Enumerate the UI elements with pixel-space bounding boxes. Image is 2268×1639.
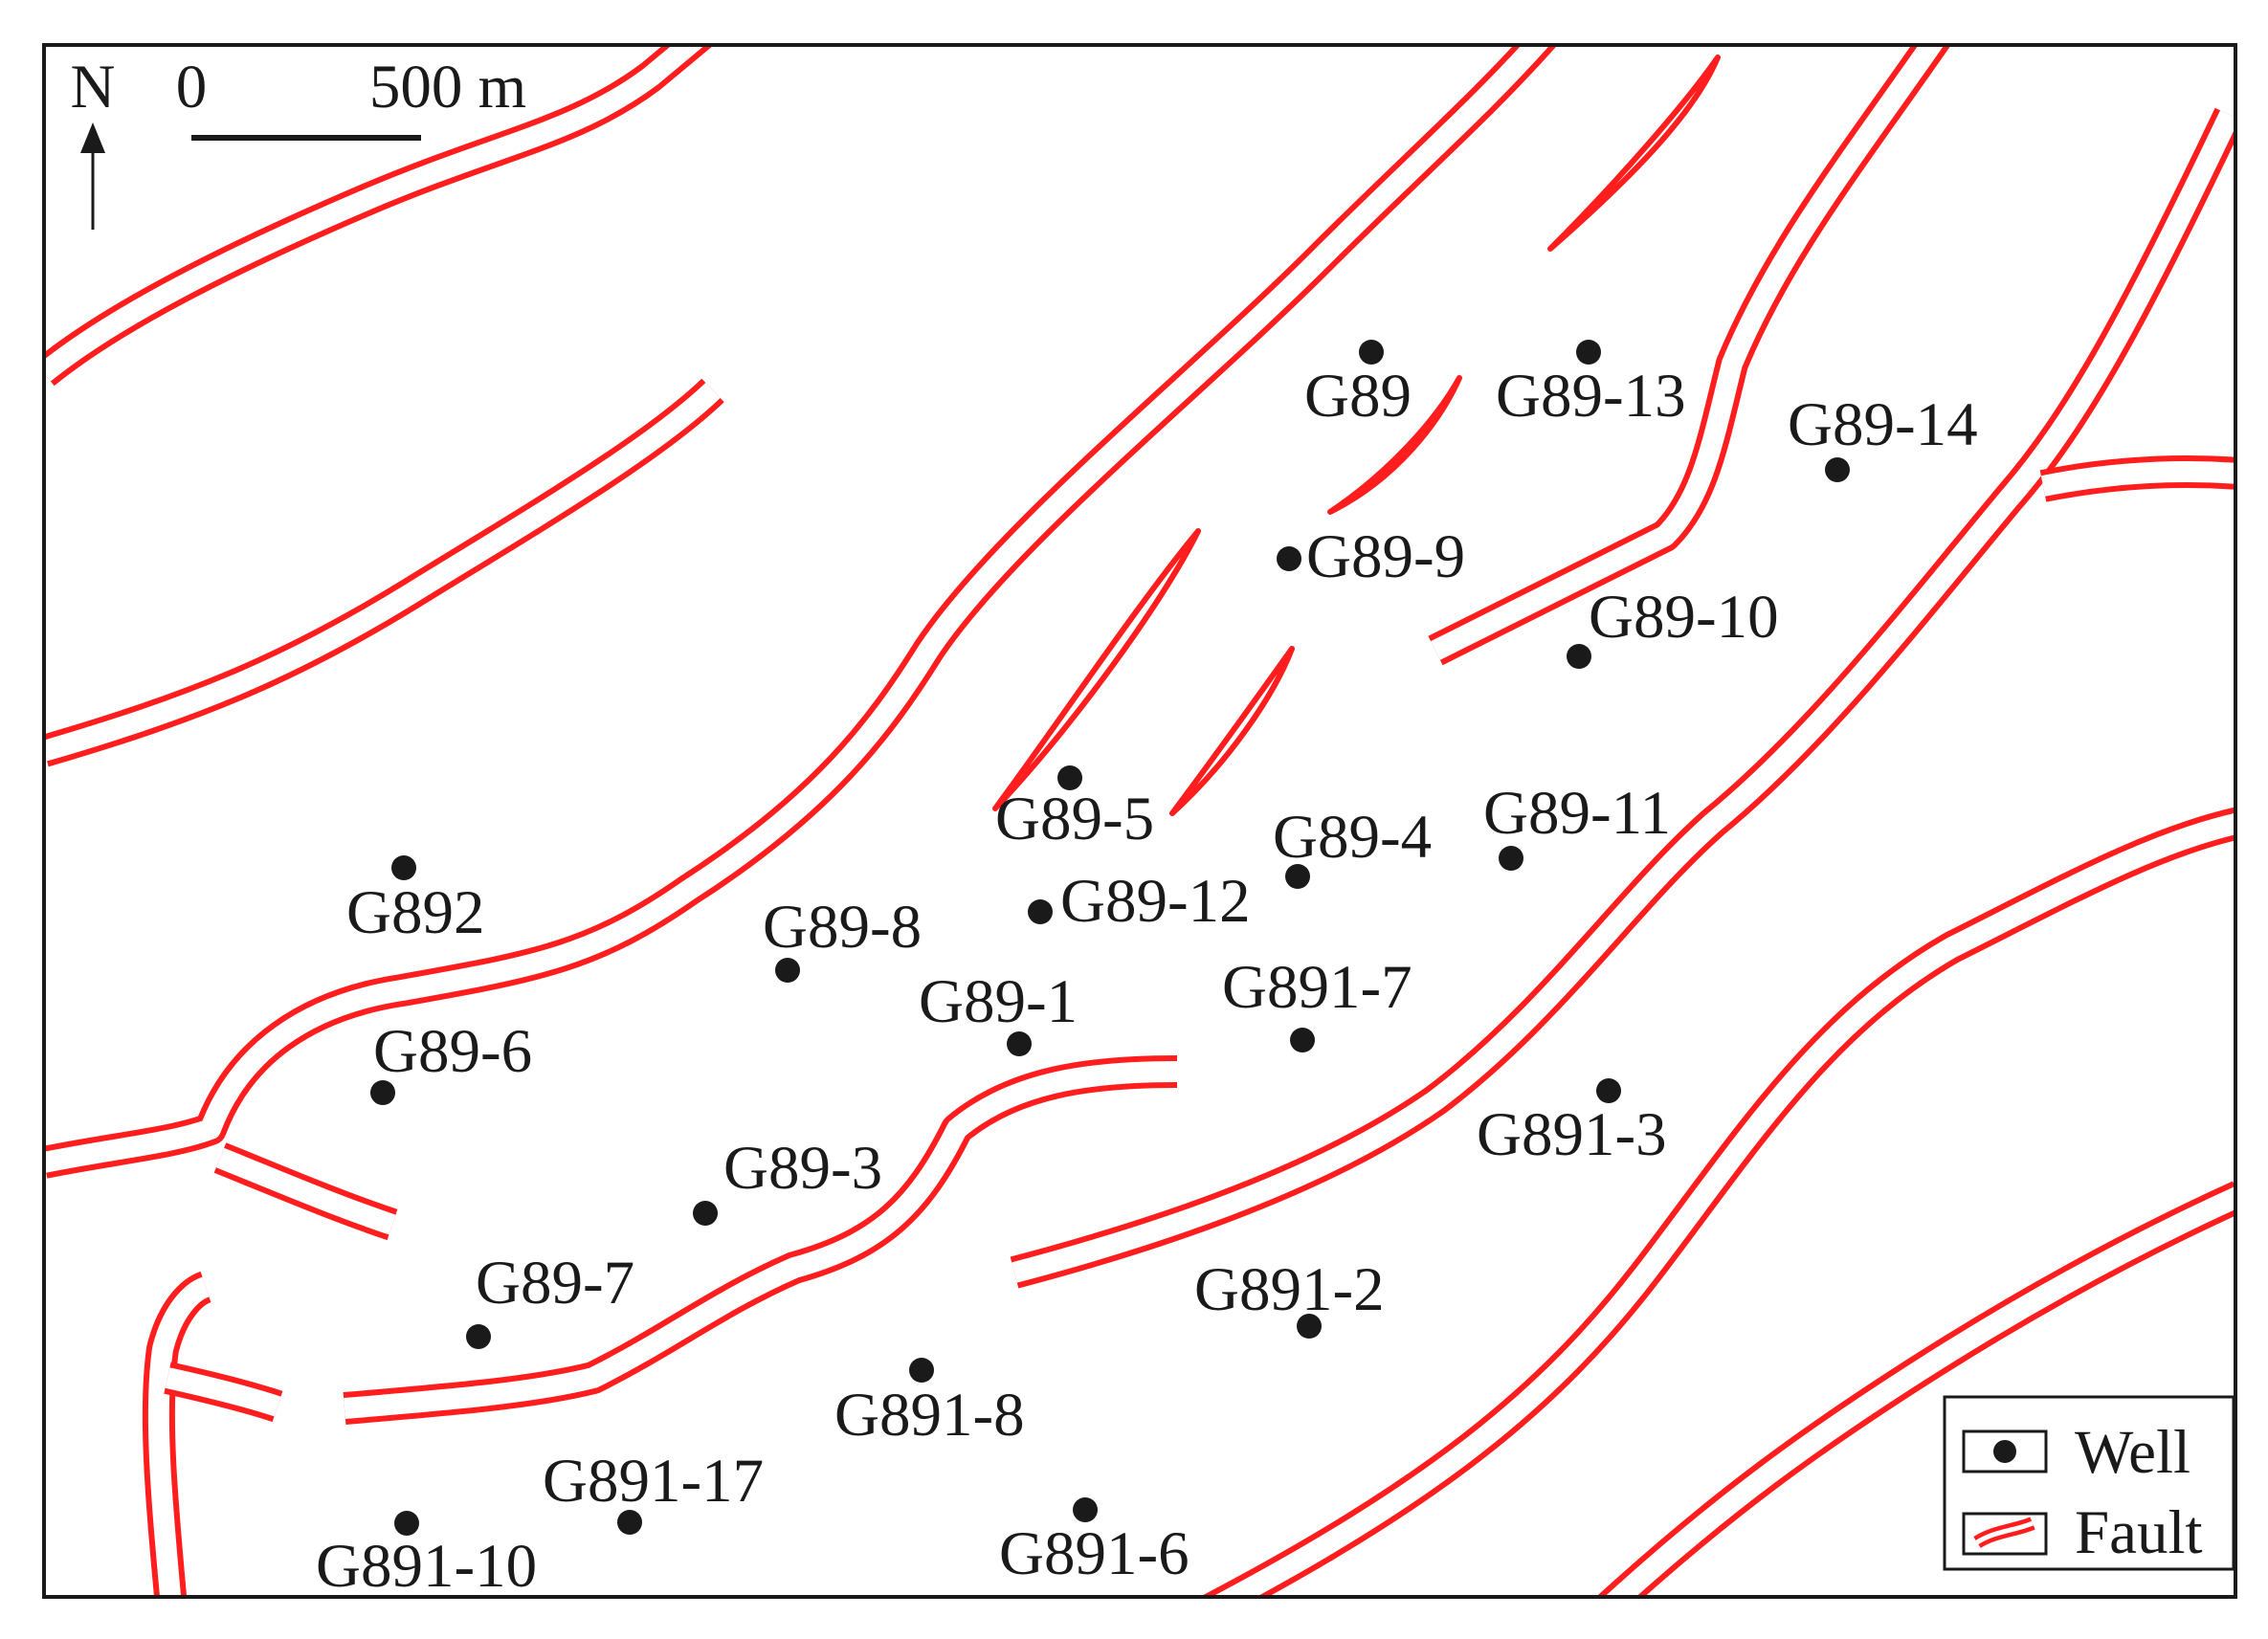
well-marker bbox=[1290, 1028, 1315, 1052]
legend-fault-label: Fault bbox=[2075, 1498, 2203, 1567]
well-marker bbox=[1825, 457, 1850, 482]
well-label: G891-6 bbox=[999, 1519, 1190, 1588]
well-label: G89-4 bbox=[1273, 803, 1432, 872]
well-label: G89-14 bbox=[1788, 390, 1978, 459]
fault-3-branch bbox=[213, 1142, 398, 1241]
legend-well-icon bbox=[1993, 1440, 2016, 1463]
well-label: G892 bbox=[346, 878, 484, 947]
north-label: N bbox=[71, 53, 116, 122]
well-g891-17: G891-17 bbox=[543, 1447, 764, 1535]
faults bbox=[46, 47, 2234, 1595]
fault-9-branch bbox=[164, 1362, 283, 1423]
well-marker bbox=[466, 1324, 491, 1349]
well-label: G89 bbox=[1304, 362, 1412, 431]
north-arrow-icon bbox=[80, 122, 105, 153]
legend-well-label: Well bbox=[2075, 1418, 2190, 1487]
well-marker bbox=[1576, 340, 1601, 365]
well-g89-5: G89-5 bbox=[995, 765, 1154, 853]
well-g89-14: G89-14 bbox=[1788, 390, 1978, 482]
wells: G89 G89-13 G89-14 G89-9 G89-10 G89-5 G89… bbox=[316, 340, 1978, 1601]
well-g891-3: G891-3 bbox=[1477, 1078, 1667, 1169]
well-label: G891-10 bbox=[316, 1532, 537, 1601]
well-g89-12: G89-12 bbox=[1028, 867, 1251, 936]
well-label: G891-17 bbox=[543, 1447, 764, 1516]
well-marker bbox=[617, 1510, 642, 1535]
well-marker bbox=[391, 855, 416, 880]
well-g89-6: G89-6 bbox=[370, 1017, 532, 1105]
well-label: G89-8 bbox=[763, 893, 922, 962]
well-label: G89-7 bbox=[476, 1249, 634, 1318]
well-label: G891-2 bbox=[1194, 1255, 1385, 1324]
well-marker bbox=[1596, 1078, 1621, 1103]
well-g89-4: G89-4 bbox=[1273, 803, 1432, 889]
scale-bar: 0 500 m bbox=[176, 53, 526, 141]
well-label: G89-12 bbox=[1060, 867, 1251, 936]
well-label: G89-11 bbox=[1483, 779, 1671, 848]
fault-7 bbox=[1203, 807, 2234, 1595]
fault-3 bbox=[46, 47, 1556, 1179]
well-marker bbox=[1007, 1031, 1032, 1056]
well-g891-6: G891-6 bbox=[999, 1497, 1190, 1588]
well-marker bbox=[1359, 340, 1384, 365]
scale-end-label: 500 m bbox=[369, 53, 526, 122]
fault-2 bbox=[46, 378, 724, 767]
well-label: G891-3 bbox=[1477, 1100, 1667, 1169]
well-g89-8: G89-8 bbox=[763, 893, 922, 983]
well-g89-13: G89-13 bbox=[1496, 340, 1686, 431]
well-marker bbox=[1297, 1314, 1322, 1339]
fault-4 bbox=[1428, 47, 1950, 666]
fault-6 bbox=[343, 1055, 1178, 1425]
well-label: G89-3 bbox=[723, 1134, 882, 1203]
well-label: G89-13 bbox=[1496, 362, 1686, 431]
well-marker bbox=[1567, 644, 1591, 669]
well-label: G891-7 bbox=[1222, 953, 1412, 1022]
well-marker bbox=[1057, 765, 1082, 790]
fault-5 bbox=[1010, 107, 2234, 1289]
well-marker bbox=[775, 958, 800, 983]
well-marker bbox=[1499, 846, 1523, 871]
well-label: G89-6 bbox=[373, 1017, 532, 1086]
lens-fault-1 bbox=[1547, 55, 1721, 252]
well-marker bbox=[394, 1511, 419, 1536]
fault-8 bbox=[1597, 1181, 2234, 1595]
well-marker bbox=[1277, 546, 1301, 571]
well-g89-9: G89-9 bbox=[1277, 522, 1465, 591]
fault-1 bbox=[46, 47, 712, 387]
well-label: G89-9 bbox=[1306, 522, 1465, 591]
legend: Well Fault bbox=[1943, 1395, 2235, 1571]
well-g89-1: G89-1 bbox=[919, 967, 1078, 1056]
lens-faults bbox=[992, 55, 1721, 816]
well-label: G89-1 bbox=[919, 967, 1078, 1036]
well-g891-2: G891-2 bbox=[1194, 1255, 1385, 1339]
fault-9 bbox=[142, 1271, 212, 1595]
well-marker bbox=[693, 1201, 718, 1226]
well-g89-10: G89-10 bbox=[1567, 583, 1779, 669]
north-arrow: N bbox=[71, 53, 116, 230]
well-g89-11: G89-11 bbox=[1483, 779, 1671, 871]
well-marker bbox=[370, 1080, 395, 1105]
fault-5-branch bbox=[2039, 455, 2234, 502]
well-g89-7: G89-7 bbox=[466, 1249, 634, 1349]
well-label: G89-10 bbox=[1589, 583, 1779, 652]
well-marker bbox=[1073, 1497, 1098, 1522]
well-marker bbox=[1285, 864, 1310, 889]
well-g89-3: G89-3 bbox=[693, 1134, 882, 1226]
lens-fault-3 bbox=[992, 528, 1201, 811]
well-g891-7: G891-7 bbox=[1222, 953, 1412, 1052]
well-g892: G892 bbox=[346, 855, 484, 947]
map-frame bbox=[42, 43, 2237, 1599]
well-g891-8: G891-8 bbox=[834, 1358, 1025, 1450]
scale-start-label: 0 bbox=[176, 53, 208, 122]
well-marker bbox=[1028, 899, 1053, 924]
well-label: G891-8 bbox=[834, 1381, 1025, 1450]
lens-fault-2 bbox=[1327, 375, 1462, 515]
well-g89: G89 bbox=[1304, 340, 1412, 431]
well-label: G89-5 bbox=[995, 785, 1154, 853]
well-g891-10: G891-10 bbox=[316, 1511, 537, 1601]
lens-fault-4 bbox=[1169, 646, 1295, 816]
well-marker bbox=[909, 1358, 934, 1383]
